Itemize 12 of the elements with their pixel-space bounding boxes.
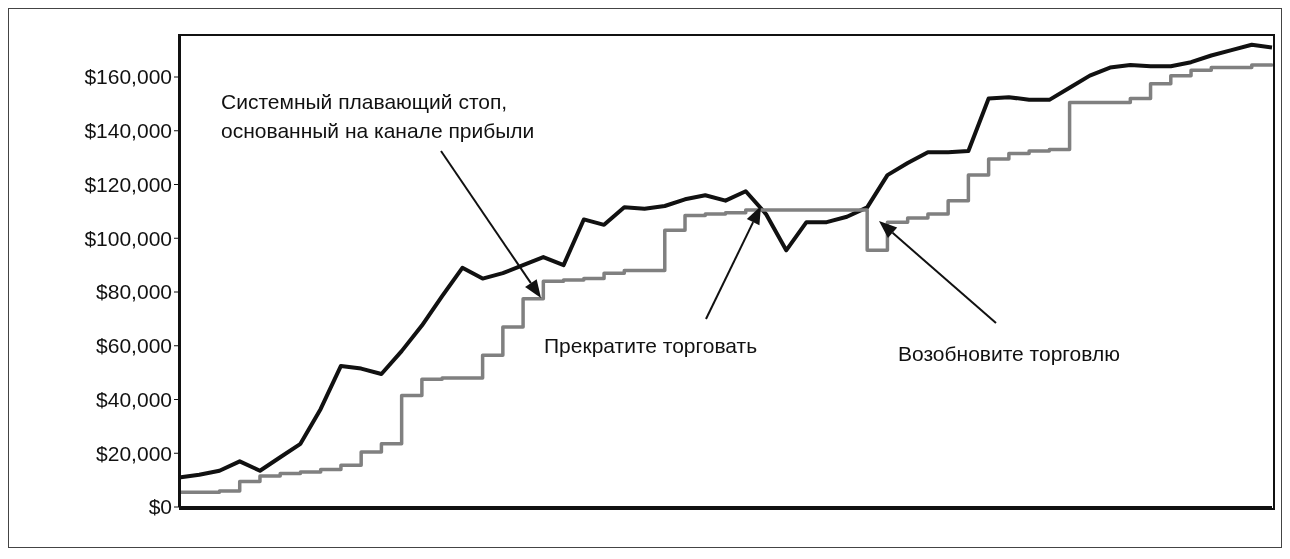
- y-tick-label: $100,000: [84, 226, 172, 250]
- y-tick-label: $160,000: [84, 65, 172, 89]
- y-tick-label: $20,000: [96, 441, 172, 465]
- y-tick-label: $40,000: [96, 387, 172, 411]
- y-tick-label: $140,000: [84, 119, 172, 143]
- y-tick-label: $80,000: [96, 280, 172, 304]
- annotation: Возобновите торговлю: [898, 341, 1120, 367]
- y-tick-label: $120,000: [84, 172, 172, 196]
- annotation: Прекратите торговать: [544, 333, 758, 359]
- annotation: Системный плавающий стоп, основанный на канале прибыли: [221, 89, 535, 144]
- y-tick-label: $0: [148, 495, 172, 519]
- y-tick-label: $60,000: [96, 334, 172, 358]
